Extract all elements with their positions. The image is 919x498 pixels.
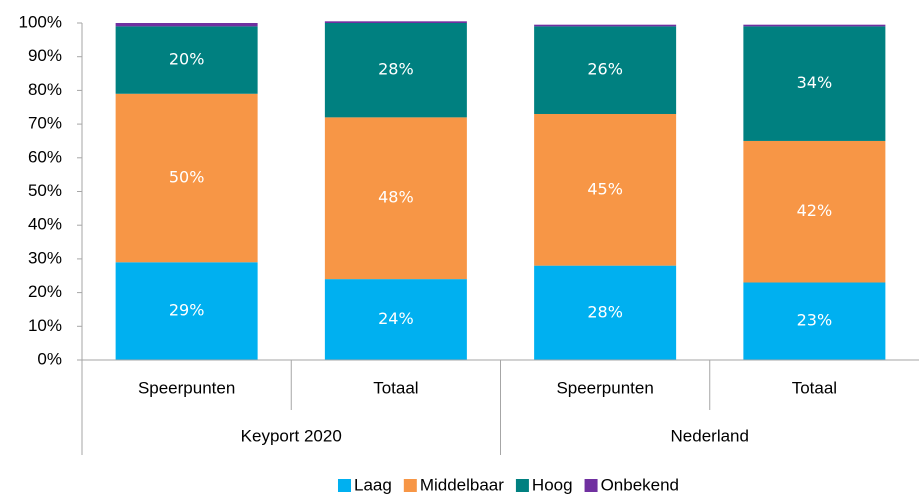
group-label: Nederland [671,426,749,445]
bar-segment [534,26,677,114]
y-tick-label: 60% [28,147,62,166]
x-tick-label: Totaal [373,378,418,397]
data-label: 28% [587,302,623,321]
bar-segment [743,24,886,27]
y-tick-label: 80% [28,80,62,99]
legend-label: Hoog [532,475,573,494]
data-label: 45% [587,179,623,198]
data-label: 23% [797,311,833,330]
bar-segment [534,265,677,360]
bar-segment [743,140,886,283]
bar-segment [324,21,467,23]
legend-swatch [403,479,417,492]
y-tick-label: 50% [28,181,62,200]
bar-segment [534,113,677,266]
bar-segment [324,23,467,118]
y-tick-label: 30% [28,248,62,267]
bar-segment [115,262,258,360]
y-tick-label: 40% [28,215,62,234]
group-label: Keyport 2020 [241,426,342,445]
legend-label: Laag [354,475,392,494]
legend-label: Onbekend [601,475,679,494]
legend-swatch [584,479,598,492]
bar-segment [115,93,258,263]
data-label: 26% [587,60,623,79]
legend-label: Middelbaar [420,475,504,494]
y-tick-label: 10% [28,316,62,335]
y-tick-label: 90% [28,46,62,65]
data-label: 20% [169,50,205,69]
bar-segment [115,23,258,27]
bar-segment [743,26,886,141]
y-tick-label: 0% [37,349,62,368]
data-label: 42% [797,201,833,220]
bar-segment [324,279,467,360]
y-tick-label: 100% [19,12,62,31]
bar-segment [534,24,677,27]
x-tick-label: Speerpunten [138,378,235,397]
data-label: 29% [169,301,205,320]
data-label: 28% [378,60,414,79]
x-tick-label: Speerpunten [556,378,653,397]
x-tick-label: Totaal [792,378,837,397]
bar-segment [115,26,258,94]
legend-swatch [337,479,351,492]
data-label: 50% [169,168,205,187]
y-tick-label: 70% [28,114,62,133]
data-label: 34% [797,73,833,92]
y-tick-label: 20% [28,282,62,301]
legend-swatch [515,479,529,492]
data-label: 48% [378,188,414,207]
data-label: 24% [378,309,414,328]
bar-segment [743,282,886,360]
bar-segment [324,117,467,280]
